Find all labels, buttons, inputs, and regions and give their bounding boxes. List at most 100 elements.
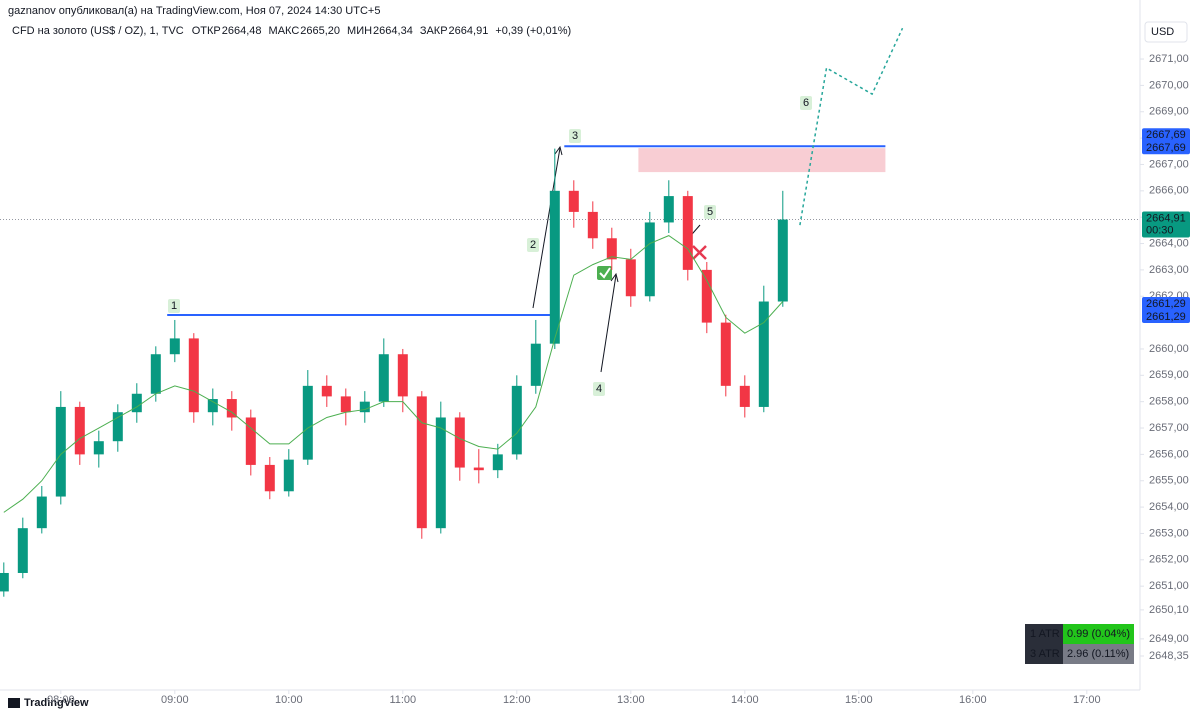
atr-value-box <box>1063 644 1134 664</box>
x-tick-label: 13:00 <box>617 694 645 706</box>
atr-value: 0.99 (0.04%) <box>1067 628 1130 640</box>
candle-body <box>207 399 218 413</box>
ohlc-name: МИН <box>347 25 372 37</box>
annotation-box <box>704 205 716 219</box>
candle-body <box>511 385 522 455</box>
candle-body <box>492 454 503 471</box>
y-tick-label: 2664,00 <box>1149 237 1189 249</box>
annotation-box <box>527 238 539 252</box>
ohlc-name: МАКС <box>269 25 300 37</box>
y-tick-label: 2658,00 <box>1149 396 1189 408</box>
zone <box>638 148 886 173</box>
annotation: 2 <box>530 239 536 251</box>
candle-body <box>93 441 104 455</box>
y-tick-label: 2659,00 <box>1149 369 1189 381</box>
candle-body <box>0 572 9 592</box>
currency[interactable]: USD <box>1151 26 1174 38</box>
candle-body <box>625 259 636 297</box>
projection <box>799 27 904 226</box>
symbol: CFD на золото (US$ / OZ), 1, TVC <box>12 25 184 37</box>
candle-body <box>302 385 313 460</box>
x-tick-label: 08:00 <box>47 694 75 706</box>
candle-body <box>283 459 294 492</box>
annotation: 5 <box>707 206 713 218</box>
candle-body <box>454 417 465 468</box>
check-mark <box>599 267 611 279</box>
candle-body <box>112 412 123 442</box>
candle-body <box>720 322 731 386</box>
annotation-box <box>800 96 812 110</box>
candle-body <box>74 406 85 455</box>
candle-body <box>169 338 180 355</box>
ohlc-value: 2665,20 <box>300 25 340 37</box>
candle-body <box>701 269 712 323</box>
candle-body <box>397 354 408 397</box>
candle-body <box>587 211 598 239</box>
candle-body <box>549 190 560 344</box>
change: +0,39 (+0,01%) <box>495 25 571 37</box>
price-tag-label: 2661,29 <box>1146 311 1186 323</box>
x-tick-label: 14:00 <box>731 694 759 706</box>
x-tick-label: 10:00 <box>275 694 303 706</box>
candle-body <box>378 354 389 402</box>
brand-name: TradingView <box>24 697 89 709</box>
candle-body <box>245 417 256 465</box>
candle-body <box>682 196 693 270</box>
candle-body <box>530 343 541 386</box>
candle-body <box>606 238 617 260</box>
candle-body <box>36 496 47 529</box>
atr-name-box <box>1025 624 1063 644</box>
y-tick-label: 2656,00 <box>1149 448 1189 460</box>
price-tag-label: 2661,29 <box>1146 298 1186 310</box>
candle-body <box>644 222 655 297</box>
price-tag-label: 2667,69 <box>1146 129 1186 141</box>
price-tag <box>1142 296 1190 323</box>
annotation-box <box>569 129 581 143</box>
candle-body <box>340 396 351 413</box>
candle-body <box>739 385 750 407</box>
ohlc-value: 2664,48 <box>222 25 262 37</box>
last-price-tag <box>1142 211 1190 238</box>
legend: CFD на золото (US$ / OZ), 1, TVC ОТКР 2664… <box>12 25 571 37</box>
y-tick-label: 2653,00 <box>1149 527 1189 539</box>
candle-body <box>473 467 484 471</box>
y-tick-label: 2650,10 <box>1149 604 1189 616</box>
y-tick-label: 2657,00 <box>1149 422 1189 434</box>
ohlc-name: ОТКР <box>192 25 221 37</box>
candle-body <box>226 399 237 418</box>
y-tick-label: 2654,00 <box>1149 501 1189 513</box>
y-tick-label: 2655,00 <box>1149 475 1189 487</box>
candle-body <box>55 406 66 497</box>
ohlc-value: 2664,91 <box>449 25 489 37</box>
candle-body <box>17 528 28 573</box>
x-tick-label: 16:00 <box>959 694 987 706</box>
candle-body <box>131 393 142 413</box>
annotation-box <box>168 299 180 313</box>
candle-body <box>150 354 161 394</box>
candle-body <box>264 464 275 492</box>
x-tick-label: 09:00 <box>161 694 189 706</box>
y-tick-label: 2660,00 <box>1149 343 1189 355</box>
y-tick-label: 2666,00 <box>1149 185 1189 197</box>
last-price-label: 2664,91 <box>1146 212 1186 224</box>
x-tick-label: 11:00 <box>389 694 416 706</box>
y-tick-label: 2651,00 <box>1149 580 1189 592</box>
candle-body <box>435 417 446 529</box>
candle-body <box>758 301 769 407</box>
y-tick-label: 2648,35 <box>1149 650 1189 662</box>
price-tag-label: 2667,69 <box>1146 142 1186 154</box>
ohlc-value: 2664,34 <box>373 25 413 37</box>
x-tick-label: 17:00 <box>1073 694 1101 706</box>
x-tick-label: 15:00 <box>845 694 873 706</box>
candle-body <box>568 190 579 212</box>
y-tick-label: 2663,00 <box>1149 264 1189 276</box>
annotation-box <box>593 382 605 396</box>
y-tick-label: 2652,00 <box>1149 554 1189 566</box>
candle-body <box>416 396 427 529</box>
candle-body <box>359 401 370 413</box>
currency-box[interactable] <box>1144 21 1188 43</box>
y-tick-label: 2667,00 <box>1149 158 1189 170</box>
atr-value: 2.96 (0.11%) <box>1067 648 1129 660</box>
price-tag <box>1142 128 1190 155</box>
